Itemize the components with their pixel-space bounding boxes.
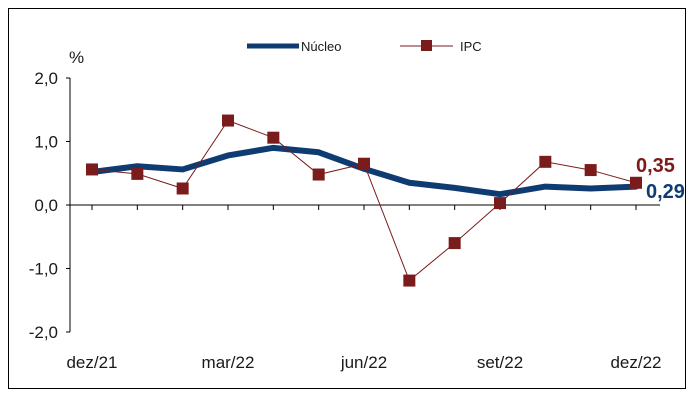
x-tick-label: mar/22: [202, 353, 255, 372]
ipc-end-label: 0,35: [636, 155, 675, 177]
legend-label-ipc: IPC: [460, 39, 482, 54]
ipc-point: [131, 167, 144, 180]
chart-frame: [8, 8, 686, 389]
ipc-point: [312, 168, 325, 181]
y-tick-label: 0,0: [34, 196, 58, 215]
ipc-point: [539, 155, 552, 168]
series-line-ipc: [91, 119, 637, 282]
x-tick-label: set/22: [477, 353, 523, 372]
y-tick-label: 1,0: [34, 133, 58, 152]
nucleo-end-label: 0,29: [646, 181, 685, 203]
ipc-point: [176, 182, 189, 195]
ipc-point: [267, 131, 280, 144]
ipc-point: [494, 197, 506, 210]
ipc-point: [630, 176, 642, 189]
y-tick-label: -2,0: [29, 323, 58, 342]
ipc-point: [448, 237, 461, 250]
ipc-point: [403, 274, 416, 287]
ipc-point: [86, 163, 98, 176]
ipc-point: [222, 114, 234, 127]
legend: Núcleo IPC: [247, 39, 482, 54]
series-line-nucleo: [89, 144, 639, 198]
legend-label-nucleo: Núcleo: [301, 39, 341, 54]
y-unit-label: %: [69, 48, 84, 67]
x-tick-label: dez/22: [610, 353, 661, 372]
y-ticks: 2,0 1,0 0,0 -1,0 -2,0: [29, 69, 70, 342]
ipc-point: [358, 157, 370, 170]
y-tick-label: 2,0: [34, 69, 58, 88]
x-tick-label: dez/21: [66, 353, 117, 372]
ipc-point: [584, 164, 597, 177]
legend-marker-ipc: [421, 40, 432, 51]
x-tick-label: jun/22: [340, 353, 387, 372]
end-labels: 0,35 0,29: [636, 155, 685, 203]
x-ticks: dez/21 mar/22 jun/22 set/22 dez/22: [66, 205, 662, 372]
series-layer: [86, 114, 642, 287]
y-tick-label: -1,0: [29, 260, 58, 279]
